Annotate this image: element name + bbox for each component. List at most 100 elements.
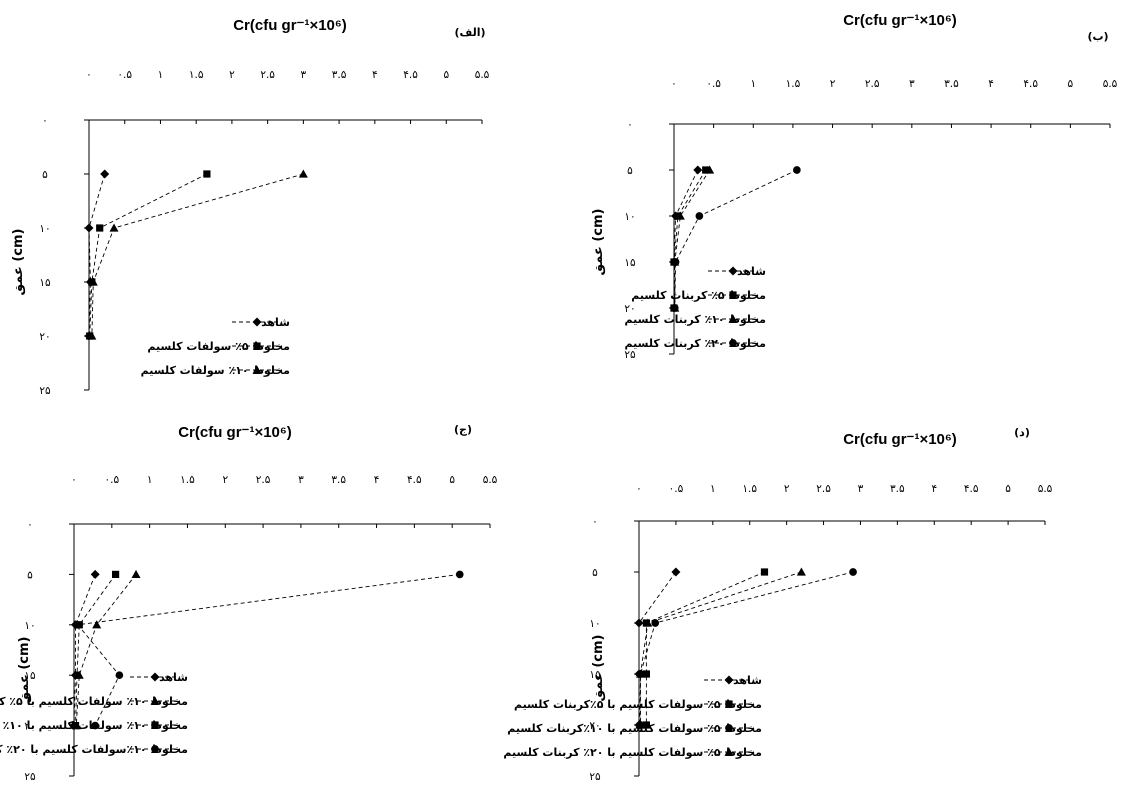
x-tick-label: ۲.۵ — [260, 69, 275, 81]
y-tick-label: ۱۵ — [39, 277, 51, 289]
x-tick-label: ۵.۵ — [1103, 78, 1118, 90]
legend-label: مخلوط ۱۰٪سولفات کلسیم با ۲۰٪ کربنات کلسی… — [0, 743, 188, 756]
series-line — [674, 169, 711, 308]
data-point — [92, 620, 102, 629]
legend-label: مخلوط ۵٪ سولفات کلسیم — [147, 340, 290, 353]
series-3 — [87, 169, 308, 340]
x-tick-label: ۳.۵ — [944, 78, 959, 90]
x-tick-label: ۰.۵ — [117, 69, 132, 81]
x-tick-label: ۰.۵ — [105, 474, 120, 486]
legend-marker — [151, 721, 159, 729]
legend-marker — [728, 266, 738, 276]
legend-entry: شاهد — [130, 671, 188, 684]
data-point — [634, 618, 644, 628]
data-point — [695, 212, 704, 220]
y-axis-label: عمق (cm) — [591, 635, 606, 702]
data-point — [635, 720, 645, 729]
data-point — [112, 570, 120, 578]
x-tick-label: ۳ — [858, 483, 864, 495]
legend-entry: مخلوط ۵٪ کربنات کلسیم — [631, 289, 766, 302]
y-axis-label: عمق (cm) — [17, 637, 32, 704]
data-point — [91, 721, 100, 730]
legend-marker — [728, 314, 738, 323]
series-line — [638, 571, 677, 725]
data-point — [73, 620, 82, 629]
panel-label: (ب) — [1087, 30, 1108, 43]
legend-marker — [252, 365, 262, 374]
legend-marker — [724, 747, 734, 756]
x-tick-label: ۴.۵ — [407, 474, 422, 486]
x-tick-label: ۱.۵ — [189, 69, 204, 81]
x-tick-label: ۳ — [909, 78, 915, 90]
legend-label: شاهد — [261, 316, 290, 329]
data-point — [455, 570, 464, 579]
legend-marker — [150, 696, 160, 705]
x-tick-label: ۲ — [830, 78, 836, 90]
legend-entry: مخلوط ۵٪ سولفات کلسیم — [147, 340, 290, 353]
data-point — [693, 165, 703, 175]
data-point — [670, 304, 679, 312]
y-tick-label: ۲۵ — [39, 385, 51, 397]
series-4 — [73, 570, 464, 730]
data-point — [849, 568, 857, 576]
series-line — [673, 169, 707, 308]
chart-panel-1: Cr(cfu gr⁻¹×10⁶) (الف) ۰ ۰.۵ ۱ ۱.۵ ۲ ۲.۵ ۳ ۳.۵ ۴ ۴.… — [11, 17, 490, 397]
series-line — [639, 571, 802, 726]
legend-marker — [253, 342, 261, 350]
panel-label: (د) — [1014, 426, 1030, 439]
series-4 — [635, 567, 806, 729]
y-tick-label: ۲۵ — [24, 771, 36, 783]
x-tick-label: ۴.۵ — [964, 483, 979, 495]
data-point — [96, 224, 104, 232]
y-tick-label: ۵ — [27, 569, 33, 581]
y-tick-label: ۱۵ — [589, 669, 601, 681]
legend-entry: مخلوط ۱۰٪ سولفات کلسیم با ۵٪ کربنات کلسی… — [0, 695, 188, 708]
x-tick-label: ۴ — [931, 483, 937, 495]
x-tick-label: ۳ — [298, 474, 304, 486]
legend-entry: مخلوط ۱۰٪سولفات کلسیم با ۲۰٪ کربنات کلسی… — [0, 743, 188, 756]
data-point — [793, 166, 801, 174]
y-axis-label: عمق (cm) — [11, 229, 26, 296]
data-point — [642, 721, 650, 729]
data-point — [671, 258, 680, 266]
data-point — [203, 170, 211, 178]
legend-label: مخلوط ۲۰٪ کربنات کلسیم — [625, 337, 766, 350]
y-tick-label: ۰ — [592, 516, 598, 528]
legend-marker — [725, 700, 733, 708]
y-tick-label: ۰ — [627, 119, 633, 131]
data-point — [702, 166, 710, 174]
y-tick-label: ۱۰ — [624, 211, 635, 223]
x-tick-label: ۵ — [1005, 483, 1011, 495]
legend-entry: مخلوط ۱۰٪ سولفات کلسیم — [141, 364, 290, 377]
data-point — [635, 669, 645, 678]
x-tick-label: ۳.۵ — [331, 474, 346, 486]
series-line — [91, 173, 304, 337]
x-tick-label: ۰ — [71, 474, 77, 486]
chart-title: Cr(cfu gr⁻¹×10⁶) — [233, 17, 347, 34]
chart-panel-2: Cr(cfu gr⁻¹×10⁶) (ب) ۰ ۰.۵ ۱ ۱.۵ ۲ ۲.۵ ۳ ۳.۵ ۴ ۴.۵ ۵… — [591, 12, 1118, 361]
y-tick-label: ۲۰ — [624, 303, 635, 315]
chart-panel-3: Cr(cfu gr⁻¹×10⁶) (ج) ۰ ۰.۵ ۱ ۱.۵ ۲ ۲.۵ ۳ ۳.۵ ۴ ۴.۵ ۵… — [0, 423, 498, 783]
x-tick-label: ۲.۵ — [865, 78, 880, 90]
chart-title: Cr(cfu gr⁻¹×10⁶) — [843, 12, 957, 29]
x-tick-label: ۵ — [443, 69, 449, 81]
x-tick-label: ۴.۵ — [403, 69, 418, 81]
legend-entry: مخلوط ۱۰٪ کربنات کلسیم — [625, 313, 766, 326]
x-tick-label: ۱ — [147, 474, 153, 486]
data-point — [643, 618, 653, 627]
series-line — [75, 574, 116, 726]
x-tick-label: ۴ — [988, 78, 994, 90]
legend-marker — [151, 745, 159, 753]
series-line — [674, 169, 798, 309]
x-tick-label: ۲ — [784, 483, 790, 495]
x-tick-label: ۳.۵ — [890, 483, 905, 495]
y-tick-label: ۵ — [42, 169, 48, 181]
y-tick-label: ۲۰ — [24, 721, 35, 733]
data-point — [71, 722, 80, 730]
x-tick-label: ۰.۵ — [669, 483, 684, 495]
data-point — [131, 569, 141, 578]
x-tick-label: ۵.۵ — [483, 474, 498, 486]
panel-label: (الف) — [454, 26, 485, 39]
legend-entry: شاهد — [708, 265, 766, 278]
x-tick-label: ۱ — [710, 483, 716, 495]
